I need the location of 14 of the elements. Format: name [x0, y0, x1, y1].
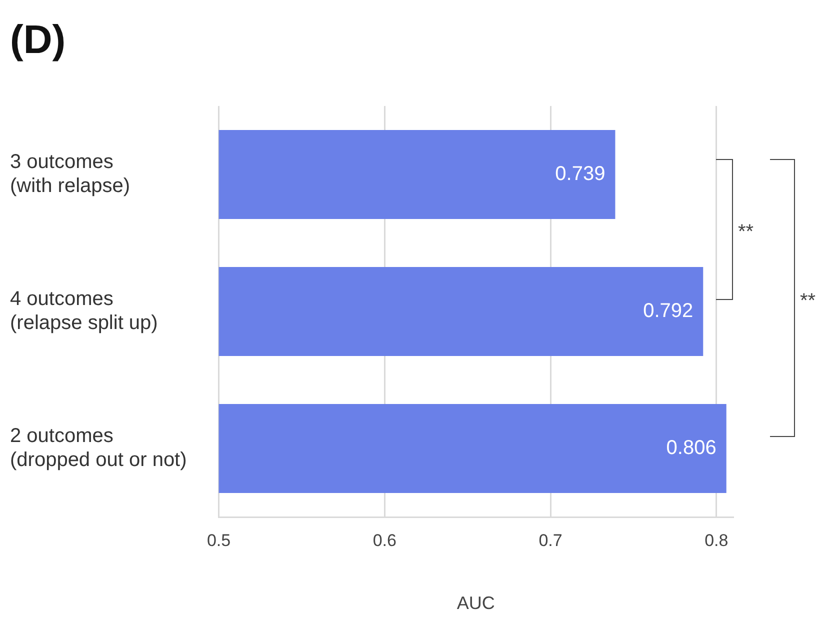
text: ** — [800, 290, 816, 312]
y-tick-label: 4 outcomes (relapse split up) — [10, 288, 158, 334]
data-label: 0.739 — [555, 163, 606, 186]
x-tick-label: 0.5 — [206, 530, 231, 550]
y-tick-label: 2 outcomes (dropped out or not) — [10, 425, 187, 472]
chart-title: (D) — [10, 18, 66, 62]
y-tick-label: 3 outcomes (with relapse) — [10, 151, 130, 198]
x-tick-label: 0.7 — [538, 530, 562, 550]
x-axis-title: AUC — [456, 593, 495, 614]
data-label: 0.806 — [666, 437, 716, 460]
text: ** — [738, 221, 754, 244]
x-tick-label: 0.8 — [704, 530, 728, 550]
x-tick-label: 0.6 — [372, 530, 396, 550]
data-label: 0.792 — [643, 300, 694, 322]
